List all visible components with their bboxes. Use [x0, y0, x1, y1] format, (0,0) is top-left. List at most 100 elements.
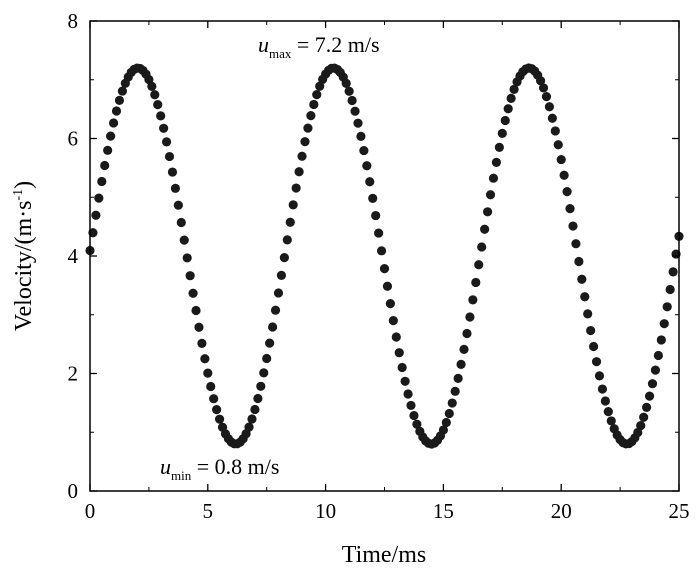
data-point: [544, 102, 555, 112]
data-point: [200, 354, 210, 364]
data-point: [562, 187, 572, 197]
data-point: [394, 348, 404, 358]
data-point: [294, 167, 304, 177]
data-point: [547, 113, 557, 123]
data-point: [164, 151, 175, 162]
data-point: [535, 76, 546, 86]
data-point: [161, 137, 172, 147]
data-point: [491, 157, 502, 167]
data-point: [144, 74, 154, 85]
data-point: [659, 319, 669, 329]
data-point: [273, 288, 284, 298]
data-point: [185, 271, 195, 281]
data-point: [108, 118, 119, 128]
data-point: [447, 398, 457, 408]
data-point: [444, 408, 454, 419]
data-point: [247, 414, 257, 424]
data-point: [191, 305, 201, 316]
data-point: [170, 183, 181, 193]
data-point: [577, 274, 587, 284]
data-point: [541, 92, 552, 102]
data-point: [256, 381, 266, 391]
data-point: [350, 106, 360, 116]
data-point: [459, 344, 469, 354]
data-point: [633, 427, 643, 438]
data-point: [456, 359, 466, 369]
y-tick-label: 8: [68, 9, 79, 33]
data-point: [586, 325, 596, 336]
data-point: [580, 292, 590, 302]
data-point: [362, 161, 372, 171]
x-axis-title: Time/ms: [342, 542, 426, 568]
x-tick-label: 0: [85, 499, 96, 523]
plot-frame: [89, 20, 680, 492]
data-point: [365, 177, 375, 187]
data-point: [179, 235, 189, 245]
data-point: [182, 253, 192, 263]
data-point: [553, 140, 563, 150]
data-point: [482, 207, 493, 217]
data-point: [506, 93, 516, 103]
data-point: [209, 394, 219, 404]
data-point: [359, 145, 369, 156]
x-tick-label: 10: [315, 499, 336, 523]
data-point: [297, 151, 307, 161]
data-point: [379, 264, 390, 274]
data-point: [103, 145, 113, 155]
data-point: [559, 170, 569, 180]
data-point: [497, 128, 507, 138]
x-tick-label: 20: [551, 499, 572, 523]
data-point: [309, 99, 319, 110]
y-tick-labels: 0 2 4 6 8: [68, 9, 79, 503]
data-point: [485, 190, 496, 200]
data-point: [285, 217, 295, 227]
data-point: [656, 335, 666, 345]
data-point: [356, 131, 366, 141]
max-velocity-annotation: umax = 7.2 m/s: [258, 32, 380, 61]
data-point: [603, 407, 613, 417]
data-point: [244, 422, 254, 432]
data-point: [642, 402, 652, 412]
data-point: [388, 316, 398, 326]
data-point: [665, 284, 675, 295]
data-point: [391, 332, 401, 342]
y-tick-label: 2: [68, 362, 79, 386]
data-point: [453, 373, 463, 383]
data-point: [176, 217, 186, 228]
data-point: [288, 200, 298, 210]
y-tick-label: 4: [68, 244, 79, 268]
data-point: [306, 111, 316, 121]
data-point: [406, 400, 416, 411]
data-point: [106, 131, 116, 141]
data-point: [653, 350, 663, 361]
data-point: [647, 379, 658, 389]
data-point: [668, 267, 678, 277]
data-point: [150, 90, 160, 100]
data-point: [571, 239, 581, 249]
x-tick-labels: 0 5 10 15 20 25: [85, 499, 690, 523]
data-point: [312, 90, 322, 100]
y-axis-title: Velocity/(m·s-1): [11, 181, 37, 331]
y-tick-label: 0: [68, 479, 79, 503]
data-point: [374, 228, 384, 238]
data-point: [636, 421, 646, 431]
data-point: [262, 353, 272, 364]
min-velocity-annotation: umin = 0.8 m/s: [160, 454, 279, 483]
data-point: [385, 299, 395, 309]
x-tick-label: 15: [433, 499, 454, 523]
data-point: [259, 368, 269, 378]
x-tick-label: 25: [669, 499, 690, 523]
data-point: [376, 246, 387, 256]
data-point: [574, 256, 584, 267]
data-point: [91, 210, 101, 220]
data-point: [156, 111, 166, 121]
data-point: [371, 210, 381, 221]
data-point: [474, 260, 484, 270]
data-point: [589, 341, 599, 352]
data-point: [291, 183, 301, 193]
data-point: [550, 126, 560, 136]
data-point: [197, 338, 207, 348]
data-point: [279, 253, 289, 263]
data-point: [347, 95, 357, 106]
